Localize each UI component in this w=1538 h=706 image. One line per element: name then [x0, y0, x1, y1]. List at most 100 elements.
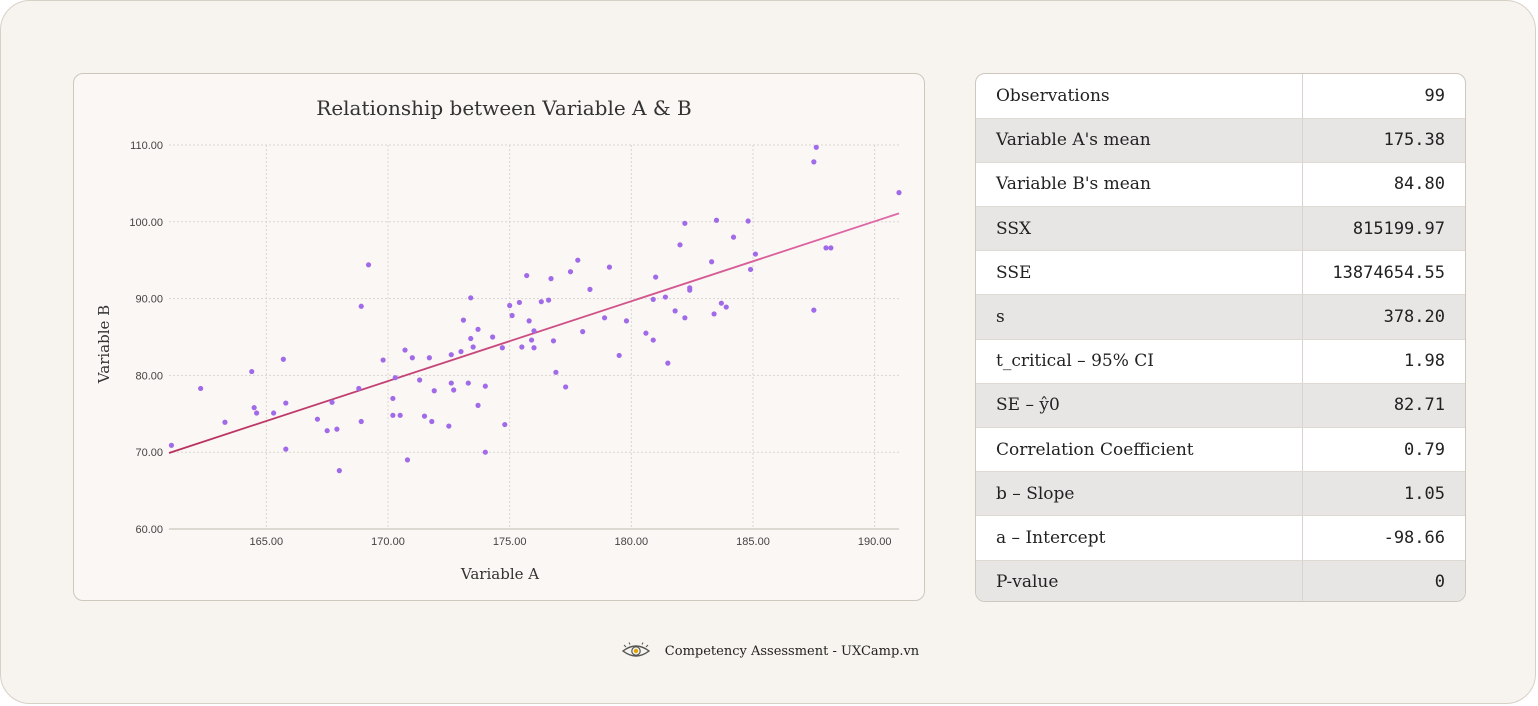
- data-point: [747, 266, 754, 273]
- footer-text: Competency Assessment - UXCamp.vn: [664, 643, 920, 659]
- data-point: [482, 449, 488, 455]
- data-point: [465, 380, 471, 386]
- data-point: [616, 352, 622, 359]
- stat-value: 82.71: [1302, 383, 1465, 429]
- data-point: [567, 269, 574, 275]
- x-axis-title: Variable A: [460, 565, 539, 583]
- data-point: [431, 388, 437, 394]
- data-point: [404, 457, 411, 463]
- stats-row: Variable B's mean 84.80: [976, 162, 1465, 208]
- data-point: [446, 423, 452, 429]
- data-point: [813, 144, 819, 150]
- y-tick-label: 70.00: [135, 447, 163, 459]
- data-point: [475, 402, 481, 408]
- stats-row: SE – ŷ0 82.71: [976, 383, 1465, 429]
- y-tick-label: 80.00: [135, 370, 163, 382]
- x-tick-label: 185.00: [736, 536, 770, 548]
- data-point: [390, 395, 396, 402]
- stats-row: Variable A's mean 175.38: [976, 118, 1465, 163]
- data-point: [421, 413, 428, 419]
- data-point: [448, 380, 454, 386]
- data-point: [509, 312, 515, 319]
- data-point: [402, 347, 408, 353]
- data-point: [482, 383, 488, 389]
- stat-label: SSX: [976, 206, 1303, 252]
- data-point: [168, 442, 175, 448]
- data-point: [752, 251, 759, 257]
- y-axis-title: Variable B: [95, 305, 113, 384]
- data-point: [823, 245, 829, 251]
- y-tick-label: 60.00: [135, 524, 163, 536]
- y-tick-label: 100.00: [129, 217, 163, 229]
- data-point: [531, 328, 537, 334]
- chart-card: Relationship between Variable A & B 60.0…: [73, 73, 925, 601]
- stats-row: SSX 815199.97: [976, 206, 1465, 252]
- data-point: [682, 220, 688, 226]
- stat-label: SSE: [976, 250, 1303, 296]
- data-point: [528, 337, 535, 343]
- data-point: [662, 294, 669, 300]
- data-point: [283, 400, 289, 406]
- data-point: [745, 218, 751, 224]
- data-point: [271, 410, 277, 416]
- data-point: [470, 344, 476, 350]
- data-point: [409, 355, 415, 361]
- data-point: [687, 287, 693, 293]
- data-point: [709, 259, 715, 265]
- stat-label: Variable B's mean: [976, 162, 1303, 208]
- data-point: [575, 257, 581, 263]
- data-point: [682, 315, 688, 321]
- data-point: [468, 295, 474, 301]
- data-point: [448, 352, 454, 358]
- stat-value: 815199.97: [1302, 206, 1465, 252]
- stats-row: SSE 13874654.55: [976, 250, 1465, 296]
- data-point: [601, 315, 608, 321]
- data-point: [580, 329, 586, 335]
- data-point: [468, 335, 474, 342]
- data-point: [665, 360, 671, 366]
- data-point: [280, 356, 286, 362]
- stat-value: 13874654.55: [1302, 250, 1465, 296]
- data-point: [550, 338, 557, 344]
- x-tick-label: 190.00: [858, 536, 892, 548]
- stat-label: a – Intercept: [976, 515, 1303, 561]
- x-tick-label: 175.00: [493, 536, 527, 548]
- data-point: [811, 159, 817, 165]
- data-point: [672, 308, 678, 314]
- data-point: [606, 264, 613, 270]
- data-point: [507, 302, 513, 309]
- data-point: [730, 234, 737, 240]
- stats-row: s 378.20: [976, 294, 1465, 340]
- data-point: [358, 303, 364, 309]
- stat-value: 99: [1302, 74, 1465, 119]
- data-point: [390, 412, 396, 418]
- data-point: [426, 355, 432, 361]
- data-point: [546, 297, 552, 303]
- y-tick-label: 110.00: [130, 140, 163, 152]
- data-point: [519, 344, 525, 350]
- stat-value: 1.05: [1302, 471, 1465, 517]
- data-point: [222, 419, 228, 425]
- stat-label: P-value: [976, 560, 1303, 601]
- data-point: [828, 245, 834, 251]
- grid-lines: [169, 144, 899, 530]
- stats-row: Observations 99: [976, 74, 1465, 119]
- data-point: [490, 334, 496, 340]
- data-point: [254, 410, 260, 416]
- data-point: [553, 369, 559, 375]
- data-point: [365, 262, 372, 268]
- data-point: [811, 307, 817, 313]
- stat-value: -98.66: [1302, 515, 1465, 561]
- x-tick-label: 170.00: [371, 536, 405, 548]
- data-point: [314, 416, 321, 422]
- data-point: [198, 385, 204, 392]
- data-point: [524, 272, 530, 279]
- data-point: [677, 242, 683, 248]
- stats-row: b – Slope 1.05: [976, 471, 1465, 517]
- data-point: [324, 428, 330, 434]
- data-point: [334, 426, 340, 432]
- data-point: [451, 387, 457, 393]
- chart-title: Relationship between Variable A & B: [316, 96, 691, 120]
- data-point: [711, 311, 717, 317]
